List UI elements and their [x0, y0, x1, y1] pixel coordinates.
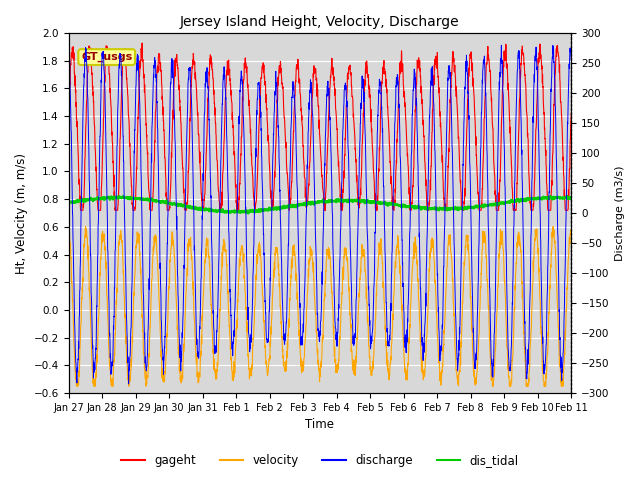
- Y-axis label: Ht, Velocity (m, m/s): Ht, Velocity (m, m/s): [15, 153, 28, 274]
- Y-axis label: Discharge (m3/s): Discharge (m3/s): [615, 165, 625, 261]
- Text: GT_usgs: GT_usgs: [81, 52, 132, 62]
- X-axis label: Time: Time: [305, 419, 334, 432]
- Legend: gageht, velocity, discharge, dis_tidal: gageht, velocity, discharge, dis_tidal: [116, 449, 524, 472]
- Title: Jersey Island Height, Velocity, Discharge: Jersey Island Height, Velocity, Discharg…: [180, 15, 460, 29]
